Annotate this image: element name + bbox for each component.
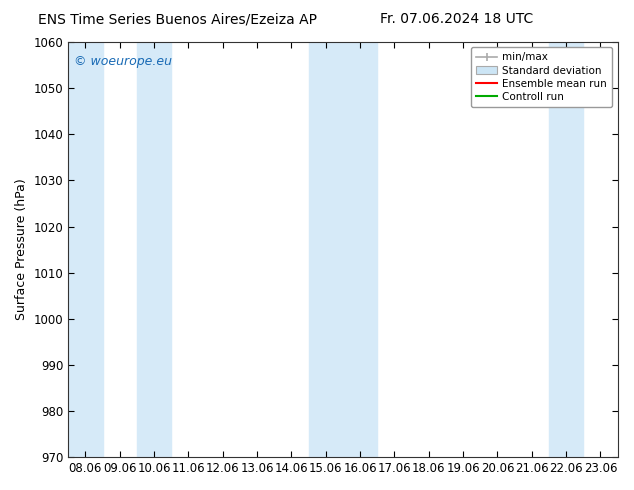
Y-axis label: Surface Pressure (hPa): Surface Pressure (hPa) bbox=[15, 179, 28, 320]
Bar bbox=[309, 42, 377, 457]
Text: Fr. 07.06.2024 18 UTC: Fr. 07.06.2024 18 UTC bbox=[380, 12, 533, 26]
Bar bbox=[549, 42, 583, 457]
Legend: min/max, Standard deviation, Ensemble mean run, Controll run: min/max, Standard deviation, Ensemble me… bbox=[471, 47, 612, 107]
Text: ENS Time Series Buenos Aires/Ezeiza AP: ENS Time Series Buenos Aires/Ezeiza AP bbox=[38, 12, 317, 26]
Bar bbox=[137, 42, 171, 457]
Bar bbox=[68, 42, 103, 457]
Text: © woeurope.eu: © woeurope.eu bbox=[74, 54, 172, 68]
